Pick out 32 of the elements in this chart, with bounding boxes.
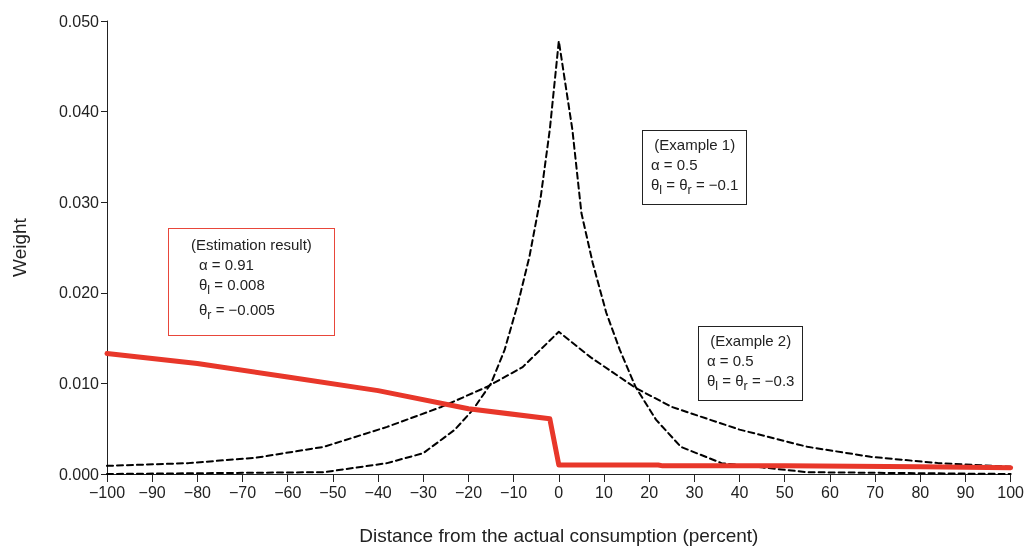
x-tick-label: 70 (866, 483, 885, 501)
x-tick-label: −70 (228, 483, 257, 501)
x-tick-label: 40 (730, 483, 749, 501)
x-tick-label: −60 (274, 483, 302, 501)
x-tick-label: 60 (821, 483, 839, 501)
x-tick-label: 90 (956, 483, 975, 501)
x-tick-label: −80 (183, 483, 212, 501)
x-tick-label: 20 (640, 483, 659, 501)
y-tick-label: 0.030 (58, 193, 100, 211)
annotation: (Example 1) α = 0.5 θ$_{l}$ = θ$_{r}$ = −0.1 (651, 135, 739, 199)
x-tick-label: −90 (138, 483, 166, 501)
x-tick-label: −40 (364, 483, 392, 501)
x-tick-label: 10 (595, 483, 614, 501)
x-tick-label: 50 (775, 483, 794, 501)
x-tick-label: 0 (554, 483, 564, 501)
x-tick-label: −10 (500, 483, 528, 501)
x-axis-title: Distance from the actual consumption (percent) (359, 525, 759, 546)
x-tick-label: 100 (997, 483, 1025, 501)
y-tick-label: 0.040 (58, 103, 100, 121)
x-tick-label: −30 (409, 483, 437, 501)
x-tick-label: −20 (454, 483, 483, 501)
x-tick-label: 80 (911, 483, 930, 501)
x-tick-label: 30 (685, 483, 704, 501)
y-tick-label: 0.000 (58, 465, 100, 483)
x-tick-label: −100 (88, 483, 126, 501)
y-axis-title: Weight (9, 217, 30, 277)
annotation: (Estimation result) α = 0.91 θ$_{l}$ = 0.008 θ$_{r}$ = −0.005 (191, 235, 312, 324)
y-tick-label: 0.050 (58, 12, 100, 30)
annotation: (Example 2) α = 0.5 θ$_{l}$ = θ$_{r}$ = −0.3 (707, 331, 795, 395)
y-tick-label: 0.020 (58, 284, 100, 302)
x-tick-label: −50 (319, 483, 347, 501)
y-tick-label: 0.010 (58, 374, 100, 392)
